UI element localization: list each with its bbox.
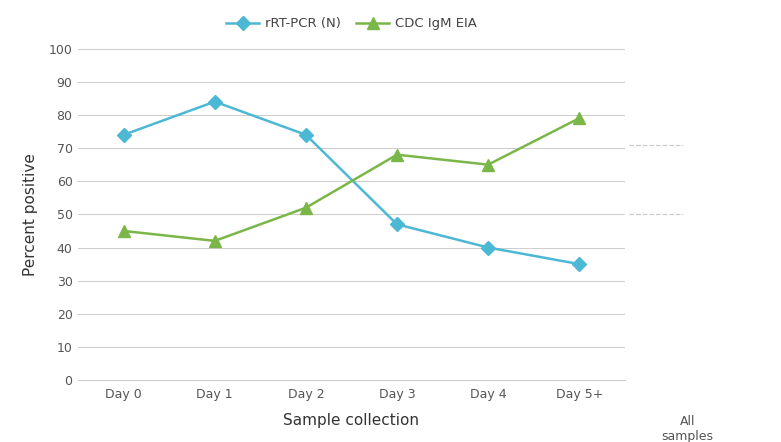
Text: 71%: 71% (714, 137, 751, 152)
rRT-PCR (N) (210, 99, 219, 104)
rRT-PCR (N) (575, 261, 584, 267)
rRT-PCR (N) (392, 221, 401, 227)
CDC IgM EIA (483, 162, 493, 167)
CDC IgM EIA (392, 152, 401, 157)
Y-axis label: Percent positive: Percent positive (23, 153, 37, 276)
Text: All
samples: All samples (662, 415, 713, 442)
CDC IgM EIA (210, 238, 219, 244)
rRT-PCR (N) (301, 132, 311, 137)
CDC IgM EIA (575, 115, 584, 121)
rRT-PCR (N) (483, 245, 493, 250)
Line: CDC IgM EIA: CDC IgM EIA (118, 113, 585, 247)
Line: rRT-PCR (N): rRT-PCR (N) (119, 97, 584, 269)
CDC IgM EIA (301, 205, 311, 210)
Text: 50%: 50% (714, 207, 751, 222)
X-axis label: Sample collection: Sample collection (284, 412, 419, 427)
Legend: rRT-PCR (N), CDC IgM EIA: rRT-PCR (N), CDC IgM EIA (221, 12, 482, 36)
CDC IgM EIA (119, 228, 128, 233)
rRT-PCR (N) (119, 132, 128, 137)
